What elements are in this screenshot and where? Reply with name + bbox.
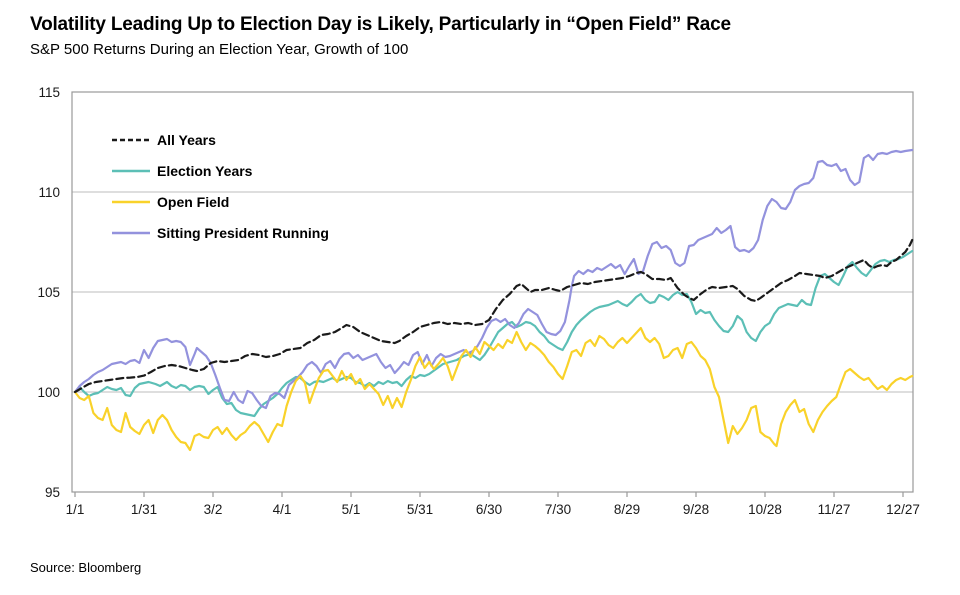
y-tick-label: 115	[38, 85, 60, 100]
source-label: Source: Bloomberg	[30, 560, 142, 575]
y-tick-label: 110	[38, 185, 60, 200]
chart-title: Volatility Leading Up to Election Day is…	[30, 14, 731, 35]
series-line-all-years	[73, 238, 914, 394]
series-line-open-field	[73, 326, 914, 452]
x-tick-label: 5/1	[342, 502, 361, 517]
series-line-sitting-president-running	[73, 148, 914, 410]
y-tick-label: 95	[45, 485, 60, 500]
series-line-election-years	[73, 249, 914, 418]
legend-label-all-years: All Years	[157, 132, 216, 148]
chart-subtitle: S&P 500 Returns During an Election Year,…	[30, 41, 409, 58]
x-tick-label: 6/30	[476, 502, 502, 517]
legend-label-election-years: Election Years	[157, 163, 253, 179]
x-tick-label: 7/30	[545, 502, 571, 517]
x-tick-label: 12/27	[886, 502, 920, 517]
x-tick-label: 11/27	[818, 502, 851, 517]
x-tick-label: 10/28	[748, 502, 782, 517]
x-tick-label: 1/31	[131, 502, 157, 517]
x-tick-label: 8/29	[614, 502, 640, 517]
line-chart: 1/1 1/31 3/2 4/1 5/1 5/31 6/30 7/30 8/29 9/28 10/2…	[37, 85, 920, 517]
x-tick-label: 4/1	[273, 502, 292, 517]
x-tick-label: 3/2	[204, 502, 223, 517]
x-tick-label: 9/28	[683, 502, 709, 517]
legend-label-open-field: Open Field	[157, 194, 229, 210]
y-tick-label: 105	[37, 285, 60, 300]
plot-border	[71, 91, 914, 493]
x-tick-label: 5/31	[407, 502, 433, 517]
y-tick-label: 100	[37, 385, 60, 400]
x-tick-label: 1/1	[66, 502, 85, 517]
legend-label-sitting-president-running: Sitting President Running	[157, 225, 329, 241]
